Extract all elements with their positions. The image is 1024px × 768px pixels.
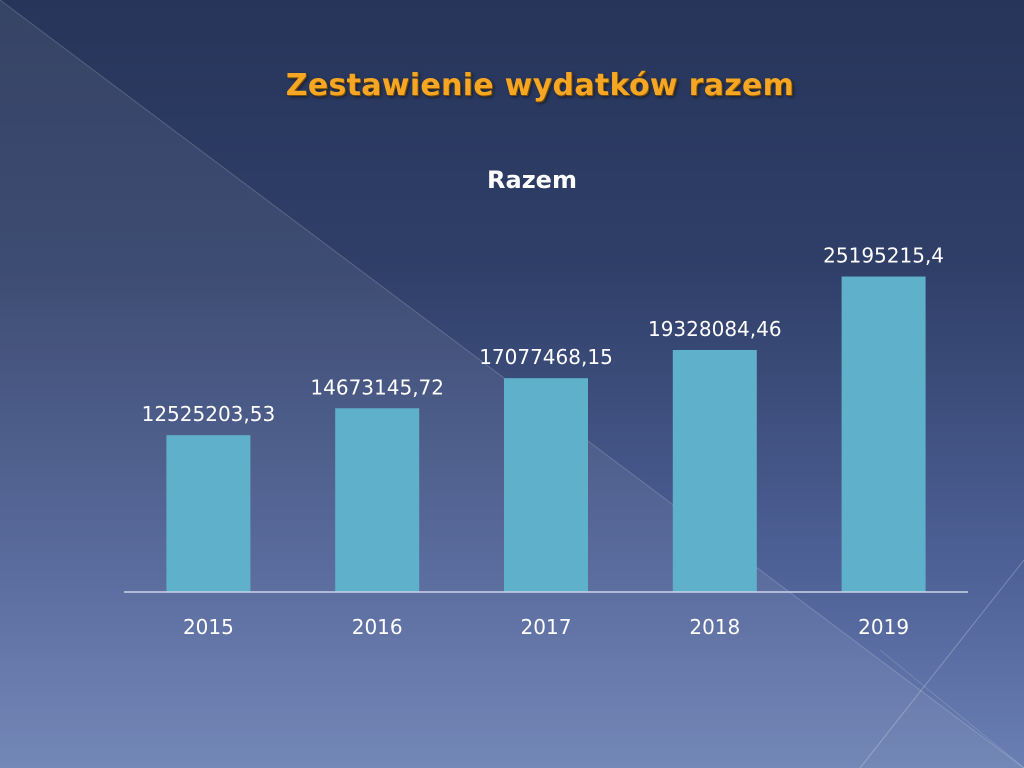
data-label-2018: 19328084,46 (648, 317, 782, 341)
bar-2017 (504, 378, 588, 592)
data-label-2016: 14673145,72 (310, 375, 444, 399)
x-tick-label-2016: 2016 (352, 615, 403, 639)
bars-layer (166, 276, 926, 592)
bar-2016 (335, 408, 420, 592)
bar-2018 (672, 350, 757, 592)
x-tick-label-2017: 2017 (521, 615, 572, 639)
x-tick-label-2019: 2019 (858, 615, 909, 639)
slide-title: Zestawienie wydatków razem (285, 68, 795, 103)
labels-layer: 12525203,53 2015 14673145,72 2016 17077468,1… (142, 244, 944, 639)
bar-2019 (841, 276, 926, 592)
x-tick-label-2018: 2018 (689, 615, 740, 639)
bar-2015 (166, 435, 251, 592)
x-tick-label-2015: 2015 (183, 615, 234, 639)
chart-title: Razem (487, 166, 577, 194)
data-label-2017: 17077468,15 (479, 345, 613, 369)
data-label-2015: 12525203,53 (142, 402, 276, 426)
data-label-2019: 25195215,4 (823, 244, 944, 268)
